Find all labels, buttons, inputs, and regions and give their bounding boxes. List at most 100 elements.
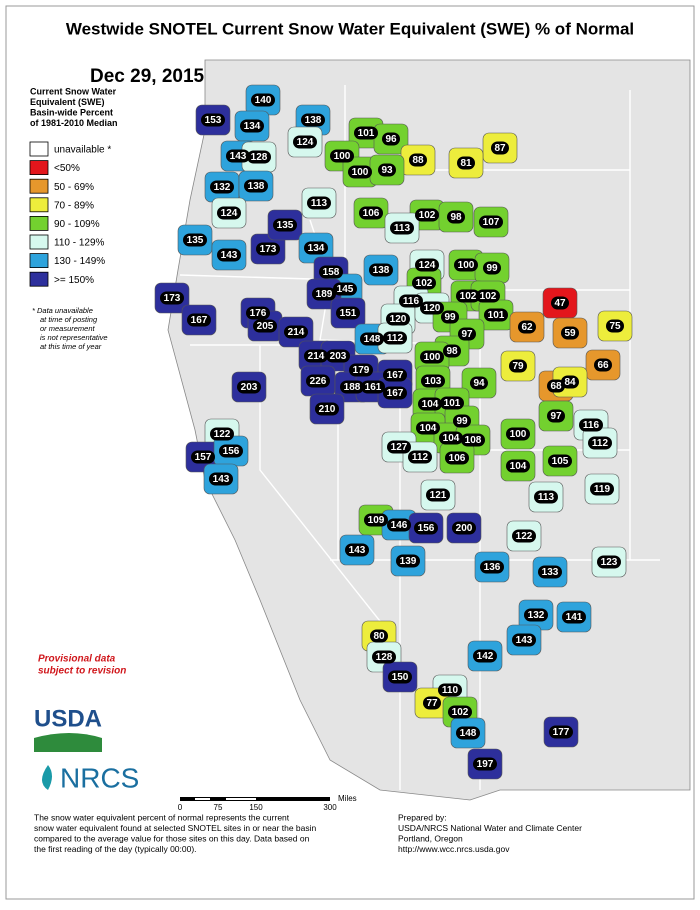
label-pill (483, 261, 501, 275)
label-pill (390, 221, 414, 235)
label-pill (217, 248, 241, 262)
label-pill (383, 331, 407, 345)
basin-label: 100 (458, 260, 475, 271)
label-pill (416, 421, 440, 435)
label-pill (534, 490, 558, 504)
label-pill (247, 150, 271, 164)
label-pill (240, 119, 264, 133)
label-pill (549, 725, 573, 739)
legend-title: of 1981-2010 Median (30, 118, 118, 128)
legend-label: 50 - 69% (54, 182, 94, 193)
legend-label: >= 150% (54, 275, 94, 286)
label-pill (548, 454, 572, 468)
basin-label: 100 (334, 151, 351, 162)
basin-label: 99 (444, 312, 456, 323)
label-pill (420, 350, 444, 364)
basin-label: 119 (594, 484, 611, 495)
basin-label: 105 (552, 456, 569, 467)
frame (5, 5, 695, 900)
label-pill (359, 206, 383, 220)
label-pill (244, 179, 268, 193)
label-pill (387, 518, 411, 532)
basin-label: 189 (316, 289, 333, 300)
footer-text: snow water equivalent found at selected … (34, 823, 317, 833)
basin-label: 143 (516, 635, 533, 646)
basin-label: 104 (420, 423, 437, 434)
basin-label: 153 (205, 115, 222, 126)
label-pill (448, 705, 472, 719)
label-pill (412, 276, 436, 290)
basin-label: 98 (446, 346, 458, 357)
label-pill (484, 308, 508, 322)
label-pill (440, 396, 464, 410)
basin-label: 135 (277, 220, 294, 231)
provisional: subject to revision (38, 666, 126, 677)
basin-label: 157 (195, 452, 212, 463)
basin-label: 143 (349, 545, 366, 556)
basin-label: 173 (260, 244, 277, 255)
basin-label: 104 (422, 399, 439, 410)
basin-label: 151 (340, 308, 357, 319)
basin-label: 100 (424, 352, 441, 363)
basin-label: 97 (550, 411, 562, 422)
basin-label: 116 (403, 296, 420, 307)
basin-label: 136 (484, 562, 501, 573)
label-pill (330, 149, 354, 163)
label-pill (219, 444, 243, 458)
label-pill (473, 757, 497, 771)
basin-label: 124 (297, 137, 314, 148)
basin-label: 200 (456, 523, 473, 534)
label-pill (547, 379, 565, 393)
label-pill (480, 560, 504, 574)
basin-label: 112 (412, 452, 429, 463)
label-pill (345, 543, 369, 557)
label-pill (456, 289, 480, 303)
label-pill (594, 358, 612, 372)
label-pill (445, 451, 469, 465)
basin-label: 84 (564, 377, 576, 388)
basin-label: 121 (430, 490, 447, 501)
label-pill (388, 670, 412, 684)
basin-label: 107 (483, 217, 500, 228)
date: Dec 29, 2015 (90, 66, 205, 87)
basin-label: 109 (368, 515, 385, 526)
label-pill (326, 349, 350, 363)
label-pill (160, 291, 184, 305)
basin-label: 108 (465, 435, 482, 446)
basin-label: 102 (416, 278, 433, 289)
label-pill (183, 233, 207, 247)
legend-swatch (29, 271, 49, 287)
legend-label: 110 - 129% (54, 238, 105, 249)
footer-text: the first reading of the day (typically … (34, 844, 197, 854)
label-pill (476, 289, 500, 303)
label-pill (547, 409, 565, 423)
label-pill (399, 294, 423, 308)
label-pill (470, 376, 488, 390)
label-pill (551, 296, 569, 310)
label-pill (561, 375, 579, 389)
label-pill (457, 156, 475, 170)
basin-label: 68 (550, 381, 562, 392)
footer: The snow water equivalent percent of nor… (34, 812, 582, 854)
label-pill (246, 306, 270, 320)
label-pill (312, 287, 336, 301)
basin-label: 113 (538, 492, 555, 503)
basin-label: 66 (597, 360, 609, 371)
basin-label: 98 (450, 212, 462, 223)
label-pill (349, 363, 373, 377)
basin-label: 143 (213, 474, 230, 485)
label-pill (415, 258, 439, 272)
label-pill (210, 180, 234, 194)
legend-title: Basin-wide Percent (30, 107, 113, 117)
label-pill (348, 165, 372, 179)
basin-label: 226 (310, 376, 327, 387)
basin-label: 176 (250, 308, 267, 319)
basin-label: 128 (251, 152, 268, 163)
nrcs-logo: NRCS (60, 762, 139, 793)
label-pill (226, 149, 250, 163)
basin-label: 132 (528, 610, 545, 621)
label-pill (423, 696, 441, 710)
basin-label: 205 (257, 321, 274, 332)
label-pill (306, 374, 330, 388)
